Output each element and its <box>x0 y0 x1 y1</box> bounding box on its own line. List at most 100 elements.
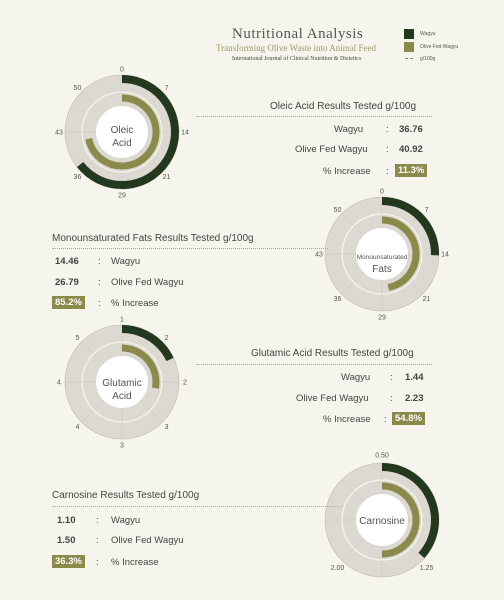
bar-wagyu <box>381 197 439 256</box>
tick-label: 5 <box>75 335 79 342</box>
row-label-wagyu: Wagyu <box>334 124 364 135</box>
row-label-increase: % Increase <box>323 414 371 425</box>
row-value-wagyu: 14.46 <box>55 256 79 267</box>
legend-olive-label: Olive Fed Wagyu <box>420 44 459 50</box>
tick-label: 3 <box>165 424 169 431</box>
section-rule <box>52 248 328 249</box>
ring-spoke <box>341 213 364 236</box>
row-colon: : <box>390 372 393 383</box>
ring-spoke <box>341 272 364 295</box>
chart-ticks: 0 7 14 21 29 36 43 50 <box>315 189 449 322</box>
tick-label: 50 <box>74 85 82 92</box>
row-label-olive: Olive Fed Wagyu <box>295 144 368 155</box>
row-colon: : <box>98 256 101 267</box>
tick-label: 7 <box>165 85 169 92</box>
row-value-wagyu: 36.76 <box>399 124 423 135</box>
percent-increase-badge: 36.3% <box>52 555 85 568</box>
tick-label: 0 <box>380 189 384 196</box>
tick-label: 2 <box>165 335 169 342</box>
tick-label: 14 <box>441 252 449 259</box>
row-label-wagyu: Wagyu <box>111 256 141 267</box>
row-colon: : <box>390 393 393 404</box>
section-title-mufa: Monounsaturated Fats Results Tested g/10… <box>52 233 254 244</box>
percent-increase-badge: 54.8% <box>392 412 425 425</box>
bar-wagyu <box>121 325 174 362</box>
ring-core <box>96 106 148 158</box>
tick-label: 2 <box>183 380 187 387</box>
ring-core <box>356 228 408 280</box>
ring-spoke <box>341 479 364 502</box>
legend-wagyu-swatch <box>404 29 414 39</box>
center-label-line2: Fats <box>372 264 391 275</box>
chart-rings <box>64 74 180 190</box>
tick-label: 21 <box>423 296 431 303</box>
glutamic-acid-chart: 1 2 2 3 3 4 4 5 Glutamic Acid <box>57 317 187 450</box>
chart-ticks: 1 2 2 3 3 4 4 5 <box>57 317 187 450</box>
bar-olive-fed-wagyu <box>121 344 160 389</box>
ring-spoke <box>140 400 163 423</box>
section-title-glutamic: Glutamic Acid Results Tested g/100g <box>251 348 414 359</box>
tick-label: 3 <box>120 443 124 450</box>
section-rule <box>196 116 432 117</box>
tick-label: 43 <box>315 252 323 259</box>
chart-bars <box>381 197 439 291</box>
row-label-olive: Olive Fed Wagyu <box>296 393 369 404</box>
ring-spoke <box>81 341 104 364</box>
journal-name: International Journal of Clinical Nutrit… <box>232 56 362 62</box>
tick-label: 14 <box>181 130 189 137</box>
center-label-line1: Glutamic <box>102 378 141 389</box>
row-colon: : <box>98 277 101 288</box>
section-rule <box>52 506 342 507</box>
row-value-wagyu: 1.44 <box>405 372 424 383</box>
row-colon: : <box>386 166 389 177</box>
chart-bars <box>381 463 439 559</box>
chart-rings <box>64 324 180 440</box>
section-rule <box>196 364 432 365</box>
row-label-increase: % Increase <box>111 298 159 309</box>
tick-label: 1 <box>120 317 124 324</box>
bar-wagyu <box>76 75 179 189</box>
ring-spoke <box>81 91 104 114</box>
tick-label: 36 <box>334 296 342 303</box>
center-label-line1: Oleic <box>111 125 134 136</box>
row-colon: : <box>386 124 389 135</box>
percent-increase-badge: 85.2% <box>52 296 85 309</box>
legend-olive-swatch <box>404 42 414 52</box>
row-colon: : <box>96 535 99 546</box>
center-label-line1: Monounsaturated <box>357 254 408 261</box>
monounsaturated-fats-chart: 0 7 14 21 29 36 43 50 Monounsaturated Fats <box>315 189 449 322</box>
row-label-wagyu: Wagyu <box>341 372 371 383</box>
row-label-increase: % Increase <box>111 557 159 568</box>
row-value-olive: 1.50 <box>57 535 76 546</box>
row-label-olive: Olive Fed Wagyu <box>111 277 184 288</box>
tick-label: 0 <box>120 67 124 74</box>
tick-label: 43 <box>55 130 63 137</box>
row-colon: : <box>384 414 387 425</box>
legend-unit-label: g/100g <box>420 56 436 62</box>
ring-core <box>356 494 408 546</box>
bar-olive-fed-wagyu <box>381 216 420 291</box>
chart-ticks: 0 7 14 21 29 36 43 50 <box>55 67 189 200</box>
tick-label: 29 <box>378 315 386 322</box>
bar-wagyu <box>381 463 439 559</box>
row-colon: : <box>386 144 389 155</box>
row-value-wagyu: 1.10 <box>57 515 76 526</box>
ring-spoke <box>81 400 104 423</box>
tick-label: 21 <box>163 174 171 181</box>
bar-olive-fed-wagyu <box>85 94 160 170</box>
tick-label: 0.50 <box>375 453 389 460</box>
page-title: Nutritional Analysis <box>232 26 364 42</box>
center-label-line1: Carnosine <box>359 516 405 527</box>
row-value-olive: 2.23 <box>405 393 424 404</box>
tick-label: 1.25 <box>420 565 434 572</box>
tick-label: 7 <box>425 207 429 214</box>
tick-label: 50 <box>334 207 342 214</box>
row-label-olive: Olive Fed Wagyu <box>111 535 184 546</box>
tick-label: 4 <box>75 424 79 431</box>
row-colon: : <box>96 557 99 568</box>
page-subtitle: Transforming Olive Waste into Animal Fee… <box>216 43 377 53</box>
center-label-line2: Acid <box>112 391 131 402</box>
row-label-wagyu: Wagyu <box>111 515 141 526</box>
section-title-carnosine: Carnosine Results Tested g/100g <box>52 490 200 501</box>
section-title-oleic: Oleic Acid Results Tested g/100g <box>270 101 417 112</box>
